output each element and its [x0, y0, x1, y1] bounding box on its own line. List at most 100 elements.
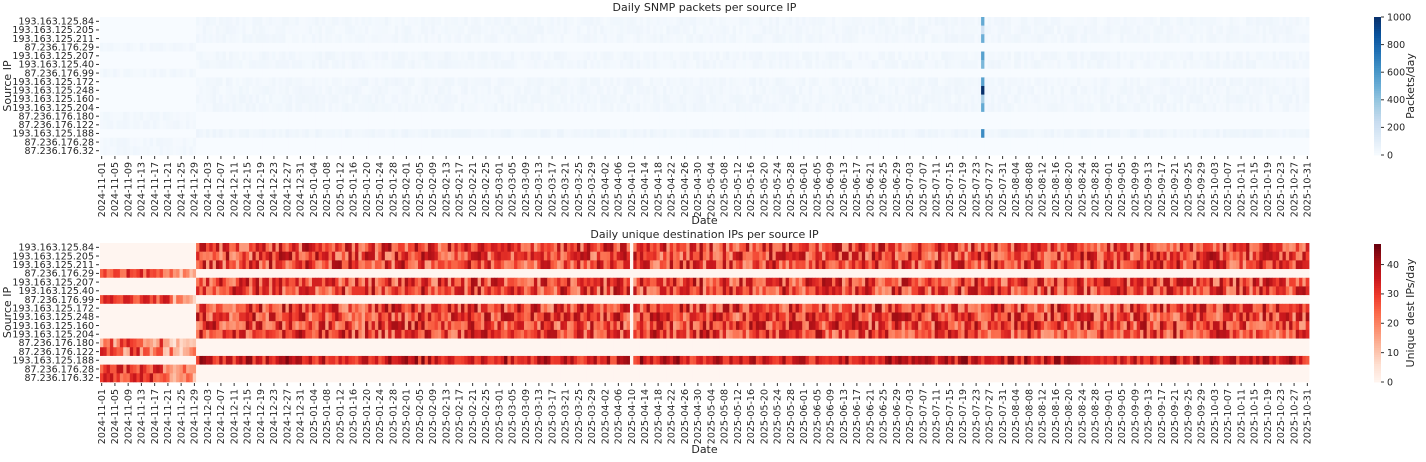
heatmap-cell: [802, 68, 806, 78]
heatmap-cell: [348, 94, 353, 104]
heatmap-cell: [404, 17, 409, 26]
heatmap-cell: [527, 103, 531, 113]
heatmap-cell: [156, 94, 161, 104]
heatmap-cell: [590, 103, 594, 113]
heatmap-cell: [593, 42, 598, 52]
heatmap-cell: [633, 86, 637, 95]
heatmap-cell: [179, 111, 184, 121]
heatmap-cell: [1087, 25, 1091, 35]
heatmap-cell: [663, 103, 667, 113]
heatmap-cell: [669, 129, 674, 139]
heatmap-cell: [1136, 103, 1141, 113]
heatmap-cell: [1067, 34, 1071, 44]
heatmap-cell: [805, 103, 810, 113]
heatmap-cell: [520, 34, 525, 44]
heatmap-cell: [891, 86, 896, 95]
heatmap-cell: [103, 25, 108, 35]
heatmap-cell: [1176, 42, 1181, 52]
heatmap-cell: [1275, 34, 1280, 44]
heatmap-cell: [865, 86, 869, 95]
heatmap-cell: [981, 51, 985, 61]
heatmap-cell: [1289, 34, 1293, 44]
heatmap-cell: [576, 68, 581, 78]
heatmap-cell: [1169, 77, 1174, 87]
heatmap-cell: [143, 77, 147, 87]
heatmap-cell: [242, 94, 247, 104]
heatmap-cell: [620, 77, 624, 87]
heatmap-cell: [1252, 17, 1257, 26]
heatmap-cell: [752, 42, 757, 52]
heatmap-cell: [732, 51, 737, 61]
heatmap-cell: [1110, 25, 1114, 35]
heatmap-cell: [881, 51, 886, 61]
heatmap-cell: [861, 94, 866, 104]
heatmap-cell: [984, 42, 989, 52]
heatmap-cell: [752, 68, 757, 78]
heatmap-cell: [328, 34, 333, 44]
heatmap-cell: [487, 51, 492, 61]
heatmap-cell: [689, 25, 694, 35]
heatmap-cell: [1179, 103, 1184, 113]
heatmap-cell: [851, 77, 856, 87]
heatmap-cell: [603, 17, 608, 26]
heatmap-cell: [494, 77, 498, 87]
heatmap-cell: [1203, 103, 1207, 113]
heatmap-cell: [255, 120, 260, 130]
heatmap-cell: [444, 51, 449, 61]
heatmap-cell: [252, 17, 257, 26]
heatmap-cell: [1047, 34, 1052, 44]
heatmap-cell: [1077, 77, 1081, 87]
heatmap-cell: [331, 51, 336, 61]
heatmap-cell: [1229, 51, 1234, 61]
heatmap-cell: [623, 94, 628, 104]
heatmap-cell: [1153, 34, 1158, 44]
heatmap-cell: [1186, 60, 1191, 70]
heatmap-cell: [467, 51, 472, 61]
heatmap-cell: [885, 25, 889, 35]
heatmap-cell: [517, 34, 522, 44]
heatmap-cell: [729, 17, 734, 26]
heatmap-cell: [1196, 68, 1201, 78]
heatmap-cell: [437, 42, 442, 52]
heatmap-cell: [378, 42, 382, 52]
heatmap-cell: [772, 129, 777, 139]
heatmap-cell: [871, 42, 876, 52]
heatmap-cell: [1193, 120, 1197, 130]
heatmap-cell: [991, 34, 995, 44]
heatmap-cell: [639, 68, 644, 78]
heatmap-cell: [868, 34, 873, 44]
heatmap-cell: [288, 120, 293, 130]
heatmap-cell: [477, 42, 482, 52]
heatmap-cell: [401, 60, 406, 70]
heatmap-cell: [474, 129, 478, 139]
heatmap-cell: [752, 129, 757, 139]
heatmap-cell: [610, 111, 614, 121]
heatmap-cell: [805, 42, 810, 52]
heatmap-cell: [265, 111, 270, 121]
heatmap-cell: [401, 34, 406, 44]
heatmap-cell: [712, 129, 717, 139]
heatmap-cell: [464, 42, 469, 52]
heatmap-cell: [1226, 25, 1230, 35]
heatmap-cell: [179, 17, 184, 26]
heatmap-cell: [464, 129, 469, 139]
heatmap-cell: [891, 25, 896, 35]
heatmap-cell: [169, 77, 174, 87]
heatmap-cell: [981, 94, 985, 104]
heatmap-cell: [616, 120, 621, 130]
heatmap-cell: [166, 25, 170, 35]
heatmap-cell: [580, 94, 584, 104]
heatmap-cell: [285, 111, 290, 121]
heatmap-cell: [616, 94, 621, 104]
heatmap-cell: [931, 68, 936, 78]
heatmap-cell: [782, 86, 787, 95]
heatmap-cell: [1000, 103, 1005, 113]
heatmap-cell: [921, 86, 926, 95]
heatmap-cell: [374, 68, 379, 78]
heatmap-cell: [745, 42, 750, 52]
heatmap-cell: [119, 60, 124, 70]
heatmap-cell: [219, 25, 223, 35]
heatmap-cell: [408, 77, 412, 87]
heatmap-cell: [533, 94, 538, 104]
heatmap-cell: [364, 77, 369, 87]
